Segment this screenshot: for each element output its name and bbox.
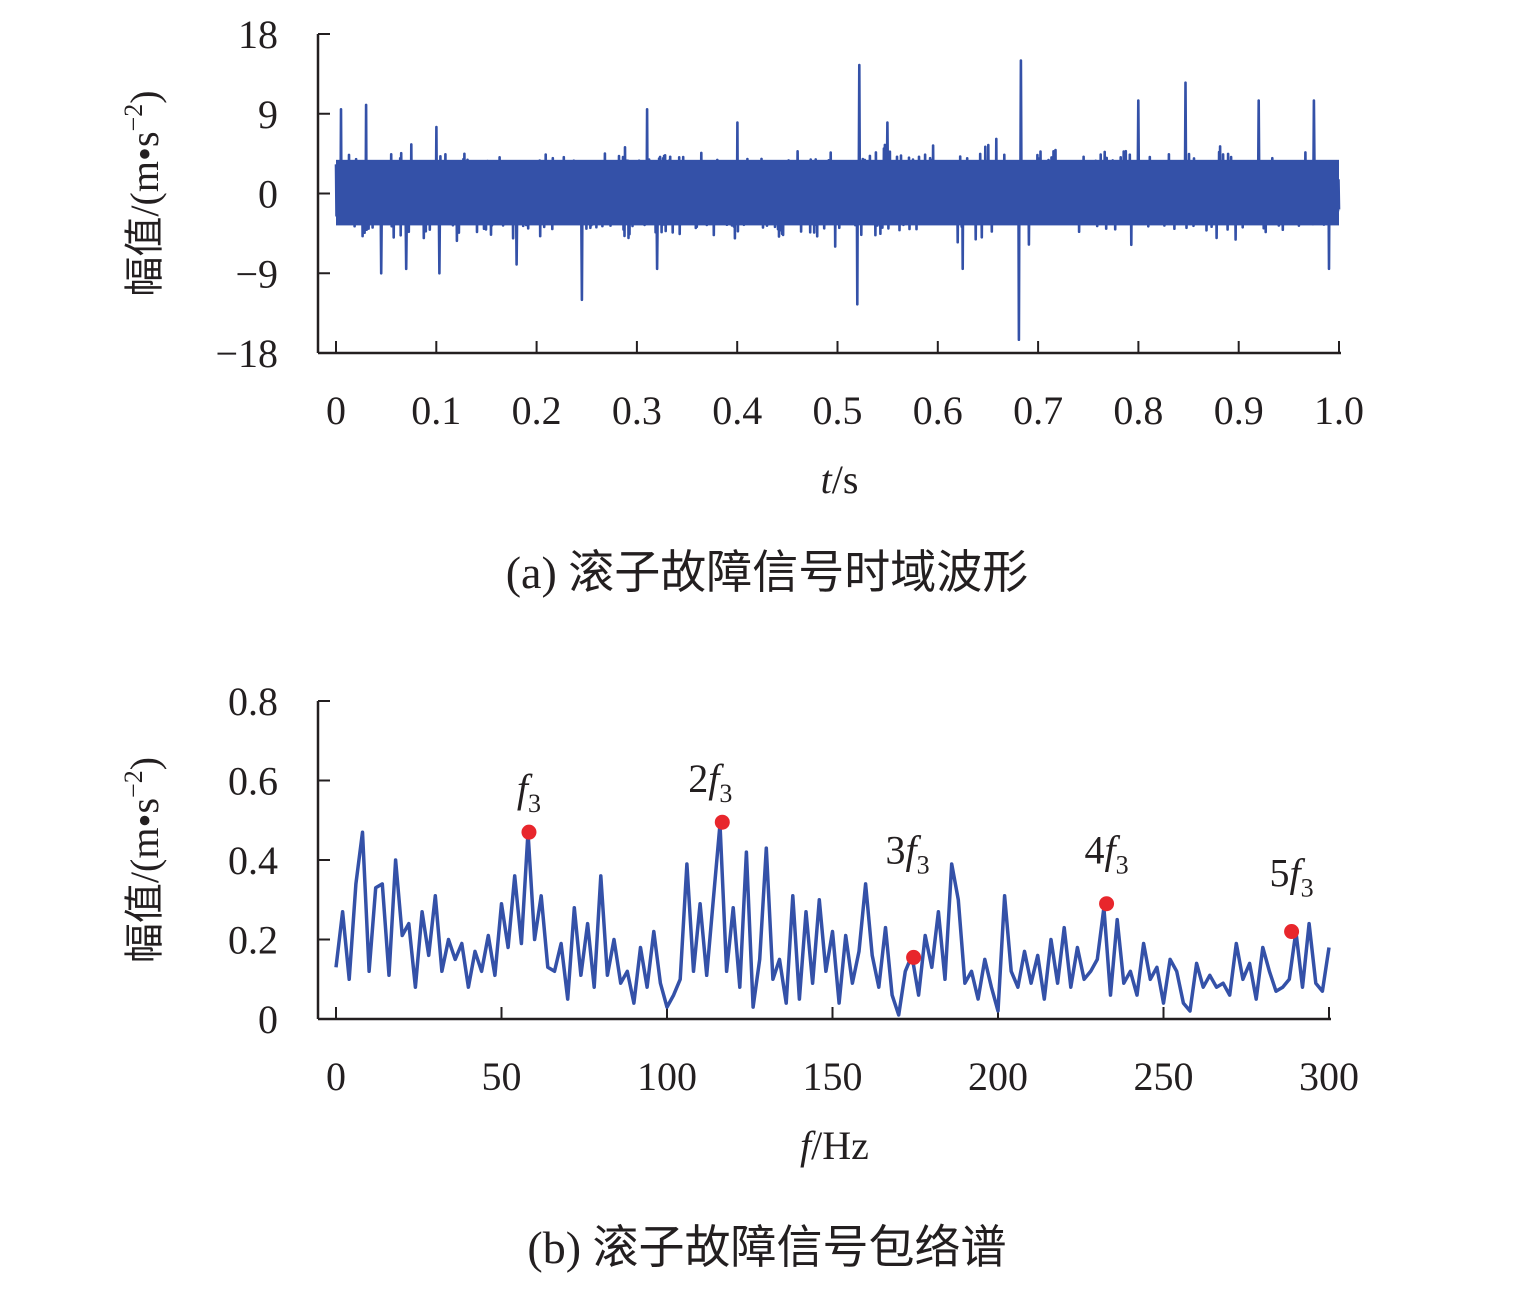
y-axis-label: 幅值/(m•s: [122, 131, 167, 296]
x-tick-label: 0.7: [1013, 388, 1063, 433]
x-tick-label: 0.9: [1214, 388, 1264, 433]
harmonic-marker: [1099, 896, 1115, 912]
y-axis-title: 幅值/(m•s−2): [119, 757, 167, 963]
y-tick-label: 0.8: [228, 679, 278, 724]
spectrum-series-line: [334, 822, 1331, 1017]
chart-caption: (a) 滚子故障信号时域波形: [506, 547, 1029, 598]
y-axis-close: ): [122, 757, 167, 770]
waveform-dense-core: [336, 159, 1339, 226]
harmonic-label-subscript: 3: [1301, 874, 1314, 903]
x-tick-label: 0: [326, 388, 346, 433]
harmonic-label-multiplier: 2: [688, 756, 708, 801]
harmonic-label-subscript: 3: [917, 850, 930, 879]
x-tick-label: 0.4: [712, 388, 762, 433]
x-tick-label: 0.2: [512, 388, 562, 433]
x-tick-label: 0.1: [411, 388, 461, 433]
harmonic-label: 4f3: [1085, 828, 1129, 880]
harmonic-label: 5f3: [1270, 851, 1314, 903]
harmonic-label: f3: [517, 766, 541, 818]
harmonic-label-subscript: 3: [528, 789, 541, 818]
x-axis-title: t/s: [821, 457, 859, 502]
x-tick-label: 0.6: [913, 388, 963, 433]
x-tick-label: 0.5: [813, 388, 863, 433]
harmonic-label-multiplier: 4: [1085, 828, 1105, 873]
y-axis-label: 幅值/(m•s: [122, 798, 167, 963]
harmonic-label-multiplier: 3: [886, 827, 906, 872]
harmonic-marker: [1284, 924, 1300, 940]
chart-a-time-waveform: 18 9 0 −9 −18 0 0.1 0.2 0.3 0.4 0.5 0.6 0.7 0.8 0.9 1.0…: [119, 12, 1364, 598]
x-axis-unit: /Hz: [811, 1123, 869, 1168]
chart-caption: (b) 滚子故障信号包络谱: [527, 1222, 1006, 1273]
x-tick-label: 200: [968, 1054, 1028, 1099]
x-tick-label: 1.0: [1314, 388, 1364, 433]
x-tick-label: 300: [1299, 1054, 1359, 1099]
harmonic-marker: [521, 824, 537, 840]
y-tick-label: 18: [238, 12, 278, 57]
x-tick-label: 150: [803, 1054, 863, 1099]
harmonic-label: 3f3: [886, 827, 930, 879]
chart-b-envelope-spectrum: 0.8 0.6 0.4 0.2 0 0 50 100 150 200 250 300 f/Hz 幅值/(m…: [119, 679, 1359, 1273]
x-axis-variable: t: [821, 457, 833, 502]
y-axis-title: 幅值/(m•s−2): [119, 90, 167, 296]
harmonic-marker: [906, 949, 922, 965]
harmonic-label-multiplier: 5: [1270, 851, 1290, 896]
y-axis-close: ): [122, 90, 167, 103]
y-axis-exponent: −2: [119, 770, 148, 798]
y-tick-label: −18: [215, 331, 278, 376]
harmonic-label-subscript: 3: [719, 779, 732, 808]
y-tick-label: 0.4: [228, 838, 278, 883]
x-tick-label: 50: [482, 1054, 522, 1099]
x-axis-unit: /s: [832, 457, 859, 502]
y-tick-label: 0: [258, 172, 278, 217]
y-tick-label: 0.2: [228, 918, 278, 963]
harmonic-marker: [714, 814, 730, 830]
x-axis-title: f/Hz: [800, 1123, 869, 1168]
x-tick-label: 100: [637, 1054, 697, 1099]
y-tick-label: 0: [258, 997, 278, 1042]
harmonic-label-subscript: 3: [1116, 851, 1129, 880]
y-axis-exponent: −2: [119, 104, 148, 132]
x-tick-label: 250: [1134, 1054, 1194, 1099]
harmonic-label: 2f3: [688, 756, 732, 808]
y-tick-label: −9: [235, 251, 278, 296]
y-tick-label: 9: [258, 92, 278, 137]
x-tick-label: 0.3: [612, 388, 662, 433]
y-tick-label: 0.6: [228, 759, 278, 804]
x-tick-label: 0: [326, 1054, 346, 1099]
x-tick-label: 0.8: [1113, 388, 1163, 433]
